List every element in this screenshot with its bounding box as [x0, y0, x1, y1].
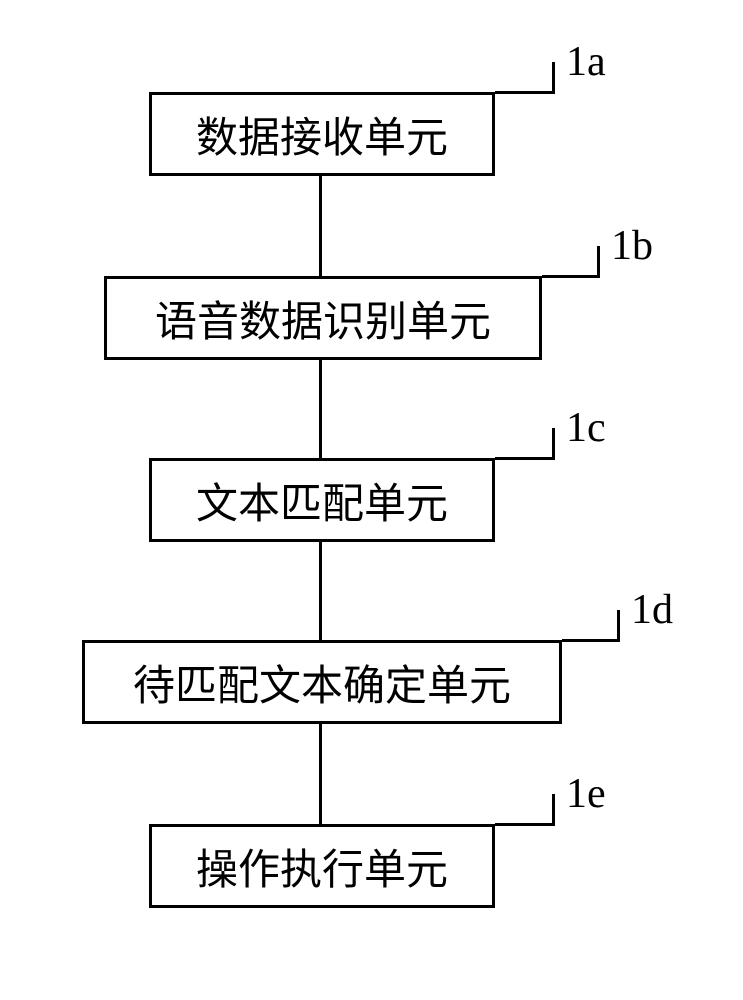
node-label-1b: 1b — [611, 222, 653, 270]
lead-line — [542, 275, 600, 278]
lead-line — [495, 91, 555, 94]
lead-line — [617, 610, 620, 642]
node-text: 数据接收单元 — [196, 104, 448, 165]
lead-line — [552, 62, 555, 94]
node-label-1e: 1e — [566, 770, 606, 818]
node-text: 待匹配文本确定单元 — [133, 652, 511, 713]
edge-n2-n3 — [319, 360, 322, 458]
node-data-receive-unit: 数据接收单元 — [149, 92, 495, 176]
node-text: 操作执行单元 — [196, 836, 448, 897]
lead-line — [552, 428, 555, 460]
node-operation-execute-unit: 操作执行单元 — [149, 824, 495, 908]
lead-line — [495, 823, 555, 826]
node-label-1c: 1c — [566, 404, 606, 452]
node-voice-recognition-unit: 语音数据识别单元 — [104, 276, 542, 360]
node-text: 语音数据识别单元 — [155, 288, 491, 349]
lead-line — [495, 457, 555, 460]
node-text: 文本匹配单元 — [196, 470, 448, 531]
lead-line — [562, 639, 620, 642]
edge-n3-n4 — [319, 542, 322, 640]
diagram-canvas: 数据接收单元 语音数据识别单元 文本匹配单元 待匹配文本确定单元 操作执行单元 … — [0, 0, 743, 1000]
lead-line — [597, 246, 600, 278]
edge-n1-n2 — [319, 176, 322, 276]
lead-line — [552, 794, 555, 826]
node-label-1a: 1a — [566, 38, 606, 86]
node-text-match-unit: 文本匹配单元 — [149, 458, 495, 542]
edge-n4-n5 — [319, 724, 322, 824]
node-label-1d: 1d — [631, 586, 673, 634]
node-pending-text-determine-unit: 待匹配文本确定单元 — [82, 640, 562, 724]
